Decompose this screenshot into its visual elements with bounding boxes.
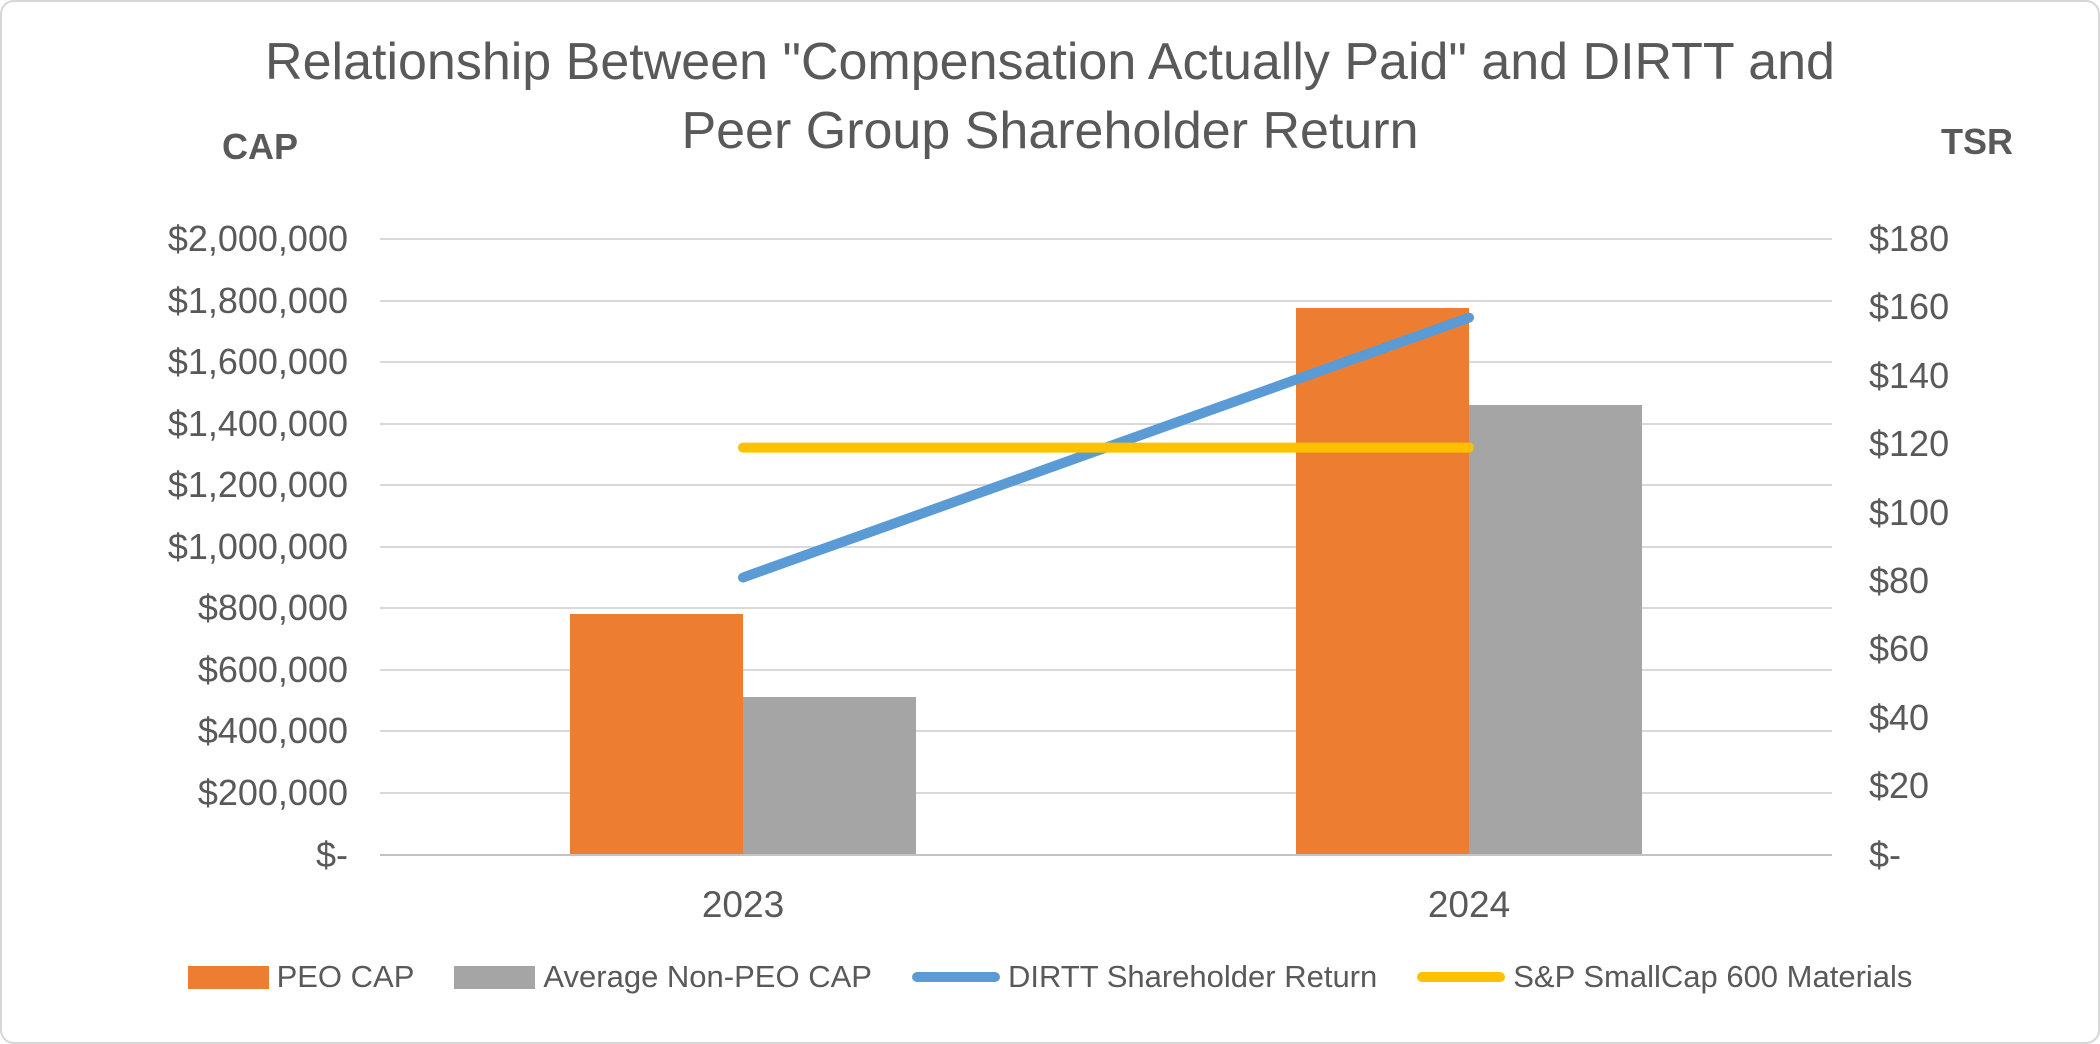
legend-item-average-non-peo-cap: Average Non-PEO CAP — [454, 959, 872, 995]
gridline — [380, 361, 1832, 364]
legend-item-s-p-smallcap-600-materials: S&P SmallCap 600 Materials — [1417, 959, 1912, 995]
gridline — [380, 484, 1832, 487]
legend-label-dirtt-shareholder-return: DIRTT Shareholder Return — [1007, 959, 1378, 994]
legend-swatch-s-p-smallcap-600-materials — [1417, 972, 1506, 982]
y-axis-label-right: $180 — [1869, 218, 1950, 259]
y-axis-label-left: $- — [315, 833, 348, 875]
chart-title-line-1: Relationship Between "Compensation Actua… — [265, 33, 1835, 91]
y-axis-label-right: $140 — [1869, 354, 1950, 396]
right-axis-title: TSR — [1941, 121, 2013, 162]
y-axis-label-right: $120 — [1869, 423, 1950, 465]
gridline — [380, 422, 1832, 425]
bar-average-non-peo-cap-2023 — [743, 697, 916, 855]
bar-average-non-peo-cap-2024 — [1469, 404, 1642, 855]
legend-item-peo-cap: PEO CAP — [187, 959, 415, 995]
x-axis-line — [380, 853, 1832, 856]
y-axis-label-right: $160 — [1869, 286, 1950, 328]
y-axis-label-left: $400,000 — [197, 710, 348, 752]
legend-swatch-average-non-peo-cap — [454, 965, 536, 989]
line-series-layer — [738, 312, 1474, 583]
y-axis-label-right: $20 — [1869, 765, 1930, 807]
legend-label-peo-cap: PEO CAP — [276, 959, 415, 994]
gridline — [380, 730, 1832, 733]
y-axis-label-left: $1,600,000 — [167, 341, 348, 383]
chart-title-line-2: Peer Group Shareholder Return — [681, 102, 1419, 160]
y-axis-label-right: $- — [1869, 833, 1902, 875]
gridline — [380, 299, 1832, 302]
bar-peo-cap-2024 — [1296, 307, 1469, 855]
left-axis-title: CAP — [221, 126, 298, 167]
bar-peo-cap-2023 — [570, 614, 743, 855]
y-axis-label-right: $60 — [1869, 628, 1930, 670]
legend-item-dirtt-shareholder-return: DIRTT Shareholder Return — [911, 959, 1378, 995]
y-axis-label-left: $1,000,000 — [167, 525, 348, 567]
legend: PEO CAP Average Non-PEO CAP DIRTT Sharehol… — [2, 959, 2098, 995]
y-axis-label-left: $200,000 — [197, 771, 348, 813]
legend-swatch-peo-cap — [187, 965, 269, 989]
legend-label-s-p-smallcap-600-materials: S&P SmallCap 600 Materials — [1513, 959, 1913, 994]
y-axis-label-left: $1,200,000 — [167, 464, 348, 506]
gridline — [380, 607, 1832, 610]
gridline — [380, 791, 1832, 794]
y-axis-label-right: $100 — [1869, 491, 1950, 533]
legend-swatch-dirtt-shareholder-return — [911, 972, 1000, 982]
chart-title: Relationship Between "Compensation Actua… — [2, 28, 2098, 166]
x-axis-label-2024: 2024 — [1427, 884, 1511, 925]
gridline — [380, 545, 1832, 548]
y-axis-label-left: $800,000 — [197, 587, 348, 629]
y-axis-label-left: $1,800,000 — [167, 279, 348, 321]
x-axis-label-2023: 2023 — [701, 884, 785, 925]
legend-label-average-non-peo-cap: Average Non-PEO CAP — [543, 959, 872, 994]
y-axis-label-right: $40 — [1869, 696, 1930, 738]
gridline — [380, 238, 1832, 240]
y-axis-label-right: $80 — [1869, 559, 1930, 601]
y-axis-label-left: $1,400,000 — [167, 402, 348, 444]
y-axis-label-left: $600,000 — [197, 648, 348, 690]
gridline — [380, 668, 1832, 671]
y-axis-label-left: $2,000,000 — [167, 218, 348, 259]
